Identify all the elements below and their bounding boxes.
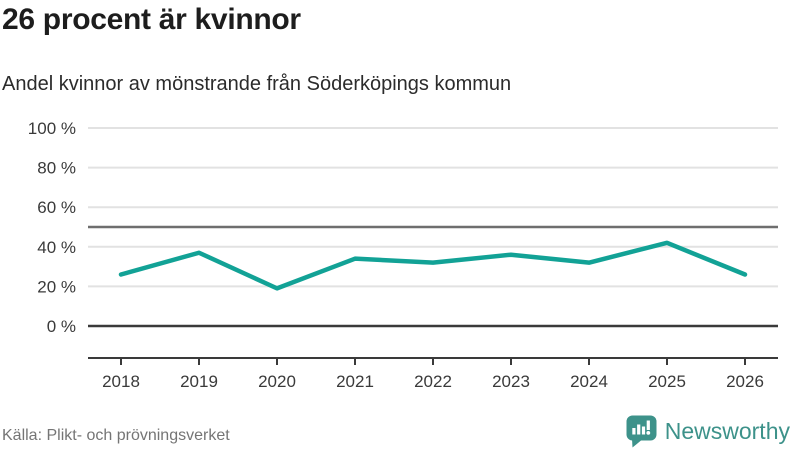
x-tick-label: 2024 xyxy=(570,372,608,391)
newsworthy-logo-text: Newsworthy xyxy=(664,418,790,444)
x-tick-label: 2019 xyxy=(180,372,218,391)
x-tick-label: 2025 xyxy=(648,372,686,391)
x-tick-label: 2021 xyxy=(336,372,374,391)
y-tick-label: 0 % xyxy=(47,317,76,336)
chart-title: 26 procent är kvinnor xyxy=(2,3,301,36)
newsworthy-logo: Newsworthy xyxy=(626,415,790,448)
source-note: Källa: Plikt- och prövningsverket xyxy=(2,427,230,444)
y-tick-label: 80 % xyxy=(37,159,76,178)
x-tick-label: 2020 xyxy=(258,372,296,391)
y-tick-label: 40 % xyxy=(37,238,76,257)
x-tick-label: 2026 xyxy=(726,372,764,391)
x-tick-label: 2022 xyxy=(414,372,452,391)
x-tick-label: 2023 xyxy=(492,372,530,391)
y-tick-label: 60 % xyxy=(37,198,76,217)
y-tick-label: 20 % xyxy=(37,277,76,296)
chart-subtitle: Andel kvinnor av mönstrande från Söderkö… xyxy=(2,73,512,95)
data-line xyxy=(118,240,748,291)
line-chart: 0 % 20 % 40 % 60 % 80 % 100 % 2018 2019 2020 2021… xyxy=(28,119,778,391)
newsworthy-logo-icon xyxy=(626,415,657,448)
y-tick-label: 100 % xyxy=(28,119,76,138)
x-tick-label: 2018 xyxy=(102,372,140,391)
